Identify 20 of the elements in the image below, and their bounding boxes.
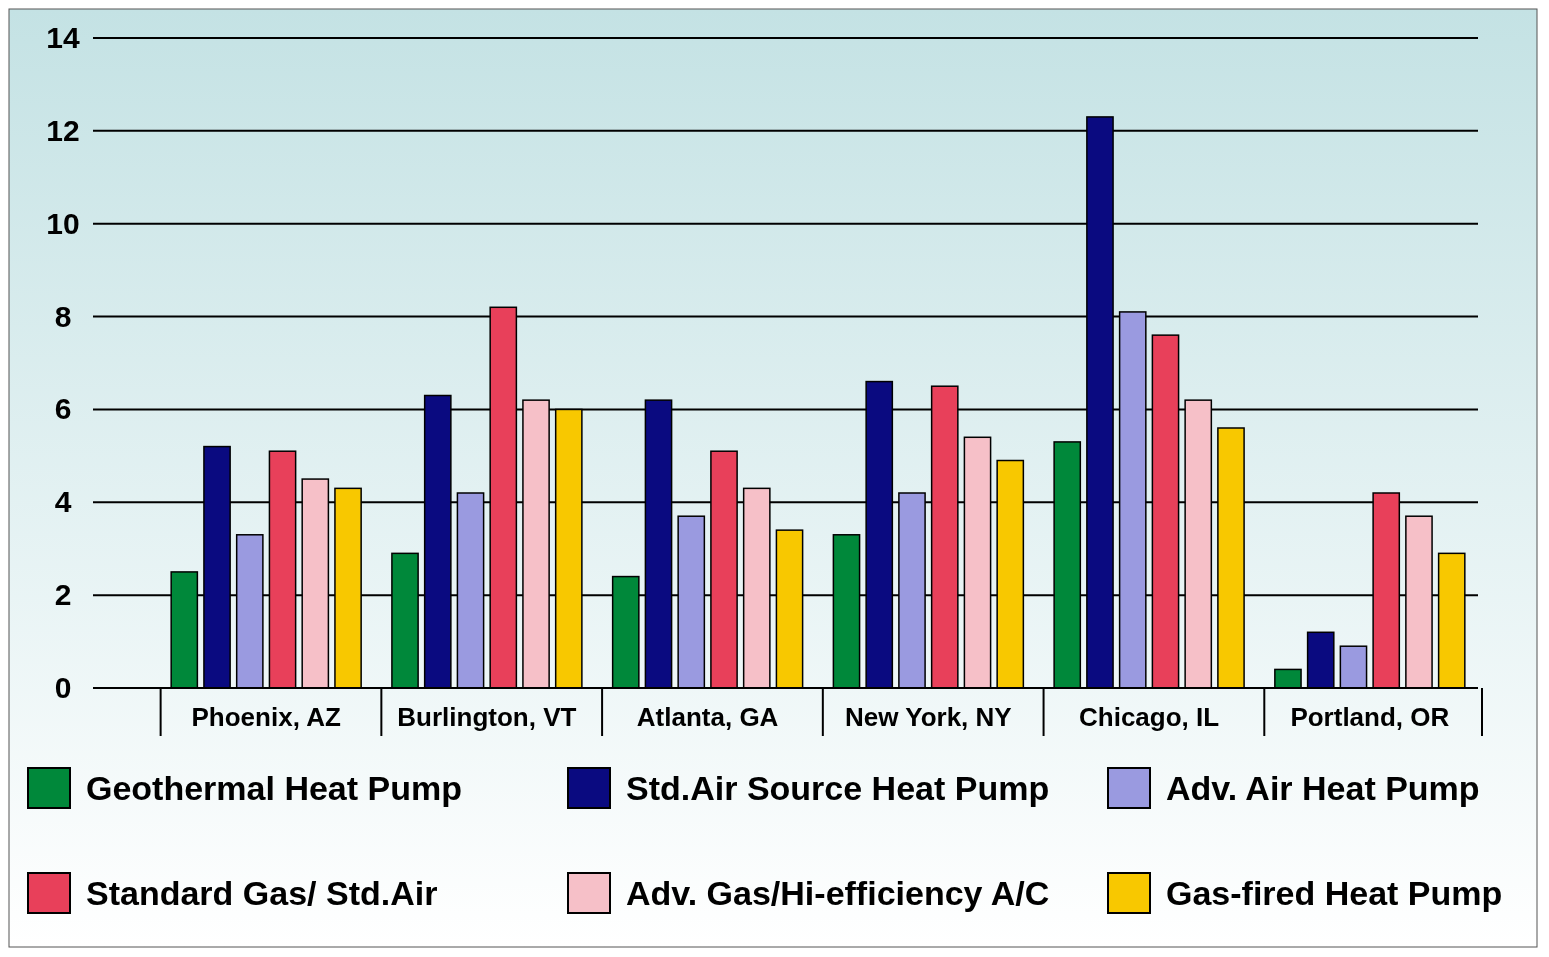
y-tick-label: 4 [54,485,72,519]
y-tick-label: 14 [46,21,80,54]
x-tick-label: Phoenix, AZ [191,702,341,732]
y-tick-label: 8 [54,299,72,333]
y-tick-label: 12 [46,113,80,147]
y-tick-label: 0 [54,671,72,704]
y-tick-label: 10 [46,206,80,240]
legend-label: Std.Air Source Heat Pump [626,769,1050,807]
x-tick-label: New York, NY [845,702,1012,732]
y-tick-label: 2 [54,578,72,612]
legend-label: Standard Gas/ Std.Air [86,874,438,912]
legend-label: Adv. Air Heat Pump [1166,769,1480,807]
x-tick-label: Portland, OR [1290,702,1450,732]
x-tick-label: Burlington, VT [397,702,577,732]
x-tick-label: Chicago, IL [1079,702,1220,732]
legend-label: Gas-fired Heat Pump [1166,874,1503,912]
legend-label: Adv. Gas/Hi-efficiency A/C [626,874,1050,912]
x-tick-label: Atlanta, GA [636,702,779,732]
y-tick-label: 6 [54,392,72,426]
legend-label: Geothermal Heat Pump [86,769,462,807]
